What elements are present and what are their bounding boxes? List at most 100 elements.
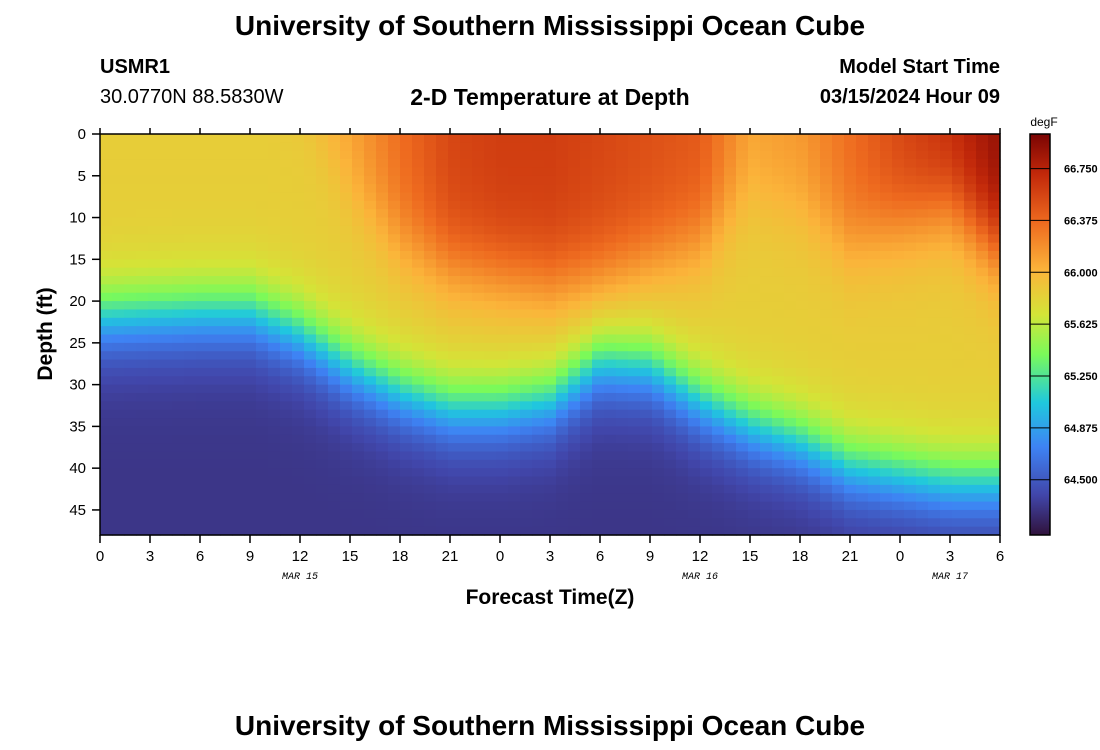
heatmap-cell bbox=[988, 459, 1001, 469]
heatmap-cell bbox=[148, 334, 161, 344]
heatmap-cell bbox=[412, 200, 425, 210]
heatmap-cell bbox=[160, 142, 173, 152]
heatmap-cell bbox=[112, 284, 125, 294]
heatmap-cell bbox=[592, 284, 605, 294]
heatmap-cell bbox=[784, 526, 797, 536]
heatmap-cell bbox=[532, 392, 545, 402]
heatmap-cell bbox=[616, 217, 629, 227]
heatmap-cell bbox=[196, 392, 209, 402]
heatmap-cell bbox=[472, 426, 485, 436]
heatmap-cell bbox=[940, 167, 953, 177]
heatmap-cell bbox=[892, 518, 905, 528]
heatmap-cell bbox=[136, 167, 149, 177]
heatmap-cell bbox=[772, 175, 785, 185]
heatmap-cell bbox=[664, 342, 677, 352]
heatmap-cell bbox=[976, 134, 989, 143]
heatmap-cell bbox=[904, 276, 917, 285]
heatmap-cell bbox=[712, 367, 725, 377]
heatmap-cell bbox=[292, 342, 305, 352]
heatmap-cell bbox=[580, 250, 593, 260]
heatmap-cell bbox=[160, 225, 173, 235]
heatmap-cell bbox=[172, 159, 185, 169]
heatmap-cell bbox=[184, 192, 197, 202]
heatmap-cell bbox=[976, 476, 989, 486]
heatmap-cell bbox=[880, 184, 893, 194]
heatmap-cell bbox=[736, 351, 749, 361]
heatmap-cell bbox=[304, 184, 317, 194]
heatmap-cell bbox=[772, 309, 785, 319]
heatmap-cell bbox=[280, 359, 293, 369]
heatmap-cell bbox=[472, 451, 485, 461]
heatmap-cell bbox=[880, 384, 893, 394]
heatmap-cell bbox=[112, 259, 125, 269]
heatmap-cell bbox=[592, 334, 605, 344]
heatmap-cell bbox=[196, 200, 209, 210]
heatmap-cell bbox=[676, 526, 689, 536]
heatmap-cell bbox=[856, 384, 869, 394]
heatmap-cell bbox=[256, 184, 269, 194]
heatmap-cell bbox=[676, 234, 689, 244]
heatmap-cell bbox=[856, 509, 869, 519]
heatmap-cell bbox=[208, 192, 221, 202]
heatmap-cell bbox=[928, 359, 941, 369]
heatmap-cell bbox=[964, 225, 977, 235]
heatmap-cell bbox=[292, 334, 305, 344]
heatmap-cell bbox=[244, 200, 257, 210]
heatmap-cell bbox=[304, 209, 317, 219]
heatmap-cell bbox=[364, 184, 377, 194]
heatmap-cell bbox=[916, 142, 929, 152]
heatmap-cell bbox=[820, 301, 833, 311]
heatmap-cell bbox=[676, 351, 689, 361]
heatmap-cell bbox=[376, 376, 389, 386]
heatmap-cell bbox=[700, 150, 713, 160]
heatmap-cell bbox=[508, 134, 521, 143]
heatmap-cell bbox=[400, 359, 413, 369]
heatmap-cell bbox=[640, 434, 653, 444]
heatmap-cell bbox=[832, 326, 845, 336]
heatmap-cell bbox=[820, 326, 833, 336]
colorbar-unit: degF bbox=[1030, 115, 1057, 129]
heatmap-cell bbox=[484, 134, 497, 143]
heatmap-cell bbox=[940, 384, 953, 394]
heatmap-cell bbox=[784, 426, 797, 436]
heatmap-cell bbox=[652, 225, 665, 235]
heatmap-cell bbox=[388, 159, 401, 169]
heatmap-cell bbox=[448, 175, 461, 185]
heatmap-cell bbox=[676, 484, 689, 494]
heatmap-cell bbox=[328, 175, 341, 185]
heatmap-cell bbox=[508, 167, 521, 177]
heatmap-cell bbox=[736, 234, 749, 244]
heatmap-cell bbox=[916, 192, 929, 202]
heatmap-cell bbox=[316, 250, 329, 260]
heatmap-cell bbox=[580, 476, 593, 486]
heatmap-cell bbox=[916, 418, 929, 427]
heatmap-cell bbox=[760, 142, 773, 152]
heatmap-cell bbox=[316, 342, 329, 352]
heatmap-cell bbox=[916, 376, 929, 386]
heatmap-cell bbox=[964, 142, 977, 152]
heatmap-cell bbox=[172, 476, 185, 486]
heatmap-cell bbox=[676, 317, 689, 327]
heatmap-cell bbox=[844, 334, 857, 344]
heatmap-cell bbox=[580, 359, 593, 369]
heatmap-cell bbox=[580, 234, 593, 244]
heatmap-cell bbox=[628, 509, 641, 519]
heatmap-cell bbox=[868, 401, 881, 411]
heatmap-cell bbox=[448, 351, 461, 361]
heatmap-cell bbox=[796, 526, 809, 536]
heatmap-cell bbox=[976, 392, 989, 402]
heatmap-cell bbox=[196, 284, 209, 294]
heatmap-cell bbox=[148, 159, 161, 169]
heatmap-cell bbox=[664, 409, 677, 419]
heatmap-cell bbox=[508, 401, 521, 411]
heatmap-cell bbox=[496, 476, 509, 486]
heatmap-cell bbox=[136, 459, 149, 469]
heatmap-cell bbox=[160, 301, 173, 311]
heatmap-cell bbox=[856, 267, 869, 277]
heatmap-cell bbox=[916, 134, 929, 143]
heatmap-cell bbox=[100, 367, 113, 377]
heatmap-cell bbox=[160, 192, 173, 202]
heatmap-cell bbox=[232, 284, 245, 294]
heatmap-cell bbox=[688, 317, 701, 327]
heatmap-cell bbox=[976, 217, 989, 227]
